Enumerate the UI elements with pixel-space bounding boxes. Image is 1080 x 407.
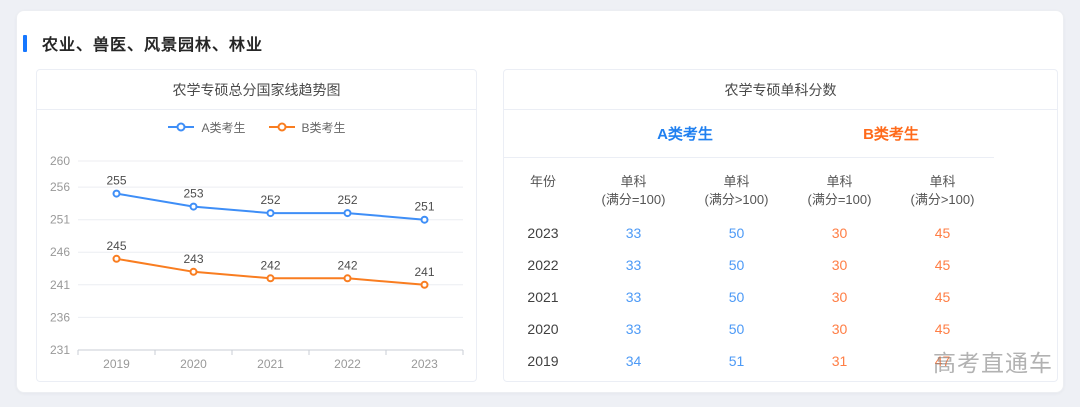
score-cell: 47 (934, 353, 951, 370)
table-row: 2020 33 50 30 45 (504, 313, 994, 345)
line-series-marker-a-icon (168, 122, 195, 132)
score-header-line2: (满分>100) (910, 192, 975, 208)
table-panel-title-bar: 农学专硕单科分数 (504, 70, 1057, 110)
score-column-header: 单科 (满分=100) (788, 158, 891, 217)
score-table-panel: 农学专硕单科分数 A类考生 B类考生 年份 单科 (满分=100) (503, 69, 1058, 382)
svg-text:242: 242 (260, 258, 280, 272)
svg-text:243: 243 (183, 252, 203, 266)
score-cell: 30 (831, 321, 848, 338)
score-cell: 50 (728, 289, 745, 306)
section-header: 农业、兽医、风景园林、林业 (23, 34, 1063, 54)
group-header-row: A类考生 B类考生 (504, 110, 994, 158)
panels-row: 农学专硕总分国家线趋势图 A类考生 (17, 69, 1063, 382)
year-cell: 2021 (527, 289, 559, 306)
score-cell: 45 (934, 321, 951, 338)
score-cell: 33 (625, 257, 642, 274)
score-header-line2: (满分=100) (601, 192, 666, 208)
score-cell: 50 (728, 257, 745, 274)
score-header-line2: (满分>100) (704, 192, 769, 208)
score-table: 年份 单科 (满分=100) 单科 (满分>100) 单科 (满分=100) (504, 158, 994, 377)
table-row: 2022 33 50 30 45 (504, 249, 994, 281)
table-row: 2019 34 51 31 47 (504, 345, 994, 377)
score-header-line1: 单科 (826, 174, 853, 189)
chart-panel-title: 农学专硕总分国家线趋势图 (172, 81, 341, 98)
score-header-line1: 单科 (929, 174, 956, 189)
group-header-a: A类考生 (657, 126, 713, 143)
score-cell: 50 (728, 225, 745, 242)
score-cell: 51 (728, 353, 745, 370)
score-cell: 33 (625, 225, 642, 242)
score-cell: 30 (831, 257, 848, 274)
score-column-header: 单科 (满分=100) (582, 158, 685, 217)
score-cell: 33 (625, 321, 642, 338)
table-row: 2023 33 50 30 45 (504, 217, 994, 249)
line-series-marker-b-icon (268, 122, 295, 132)
score-cell: 31 (831, 353, 848, 370)
year-cell: 2020 (527, 321, 559, 338)
section-title: 农业、兽医、风景园林、林业 (42, 37, 264, 54)
svg-text:251: 251 (50, 213, 70, 227)
score-table-header-row: 年份 单科 (满分=100) 单科 (满分>100) 单科 (满分=100) (504, 158, 994, 217)
content-card: 农业、兽医、风景园林、林业 农学专硕总分国家线趋势图 A类考生 (16, 10, 1064, 393)
score-header-line2: (满分=100) (807, 192, 872, 208)
legend-item-a[interactable]: A类考生 (167, 119, 246, 136)
score-cell: 33 (625, 289, 642, 306)
trend-chart-panel: 农学专硕总分国家线趋势图 A类考生 (36, 69, 477, 382)
svg-text:2023: 2023 (411, 357, 438, 371)
score-cell: 45 (934, 257, 951, 274)
legend-label-b: B类考生 (301, 120, 346, 135)
svg-text:252: 252 (337, 193, 357, 207)
svg-text:241: 241 (50, 278, 70, 292)
chart-legend: A类考生 B类考生 (37, 110, 476, 144)
year-column-header: 年份 (529, 174, 556, 189)
score-cell: 50 (728, 321, 745, 338)
score-cell: 34 (625, 353, 642, 370)
svg-text:255: 255 (106, 174, 126, 188)
year-cell: 2022 (527, 257, 559, 274)
legend-label-a: A类考生 (201, 120, 246, 135)
svg-text:2021: 2021 (257, 357, 284, 371)
score-header-line1: 单科 (620, 174, 647, 189)
year-cell: 2023 (527, 225, 559, 242)
score-cell: 45 (934, 225, 951, 242)
svg-text:241: 241 (414, 265, 434, 279)
svg-text:2020: 2020 (180, 357, 207, 371)
score-cell: 45 (934, 289, 951, 306)
svg-text:2019: 2019 (103, 357, 130, 371)
svg-text:231: 231 (50, 343, 70, 357)
section-accent-bar (23, 34, 27, 52)
svg-text:252: 252 (260, 193, 280, 207)
svg-text:251: 251 (414, 200, 434, 214)
score-header-line1: 单科 (723, 174, 750, 189)
svg-text:253: 253 (183, 187, 203, 201)
group-header-b: B类考生 (863, 126, 919, 143)
trend-chart-svg: 231 236 241 246 251 256 260 2019 2020 2021 2022 202… (50, 154, 464, 371)
svg-text:242: 242 (337, 258, 357, 272)
svg-text:256: 256 (50, 180, 70, 194)
chart-panel-title-bar: 农学专硕总分国家线趋势图 (37, 70, 476, 110)
score-cell: 30 (831, 289, 848, 306)
svg-text:236: 236 (50, 310, 70, 324)
svg-text:2022: 2022 (334, 357, 361, 371)
score-column-header: 单科 (满分>100) (685, 158, 788, 217)
svg-text:246: 246 (50, 245, 70, 259)
svg-text:260: 260 (50, 154, 70, 168)
score-column-header: 单科 (满分>100) (891, 158, 994, 217)
year-cell: 2019 (527, 353, 559, 370)
table-panel-title: 农学专硕单科分数 (724, 81, 837, 98)
score-cell: 30 (831, 225, 848, 242)
legend-item-b[interactable]: B类考生 (268, 119, 346, 136)
svg-text:245: 245 (106, 239, 126, 253)
chart-body: A类考生 B类考生 231 236 241 246 251 256 260 2019 2020 2… (37, 110, 476, 381)
table-row: 2021 33 50 30 45 (504, 281, 994, 313)
